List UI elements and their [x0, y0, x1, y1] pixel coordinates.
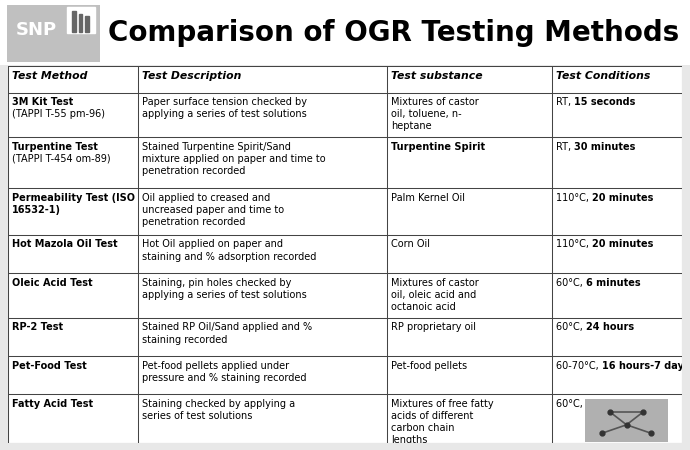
- Text: 110°C,: 110°C,: [555, 193, 592, 202]
- Text: 16532-1): 16532-1): [12, 205, 61, 215]
- Bar: [85, 16, 89, 32]
- Text: acids of different: acids of different: [391, 411, 473, 421]
- Text: lengths: lengths: [391, 435, 427, 446]
- Text: Oil applied to creased and: Oil applied to creased and: [141, 193, 270, 202]
- Text: oil, oleic acid and: oil, oleic acid and: [391, 290, 476, 300]
- Text: staining recorded: staining recorded: [141, 334, 227, 345]
- Text: Test Conditions: Test Conditions: [555, 71, 650, 81]
- Text: RT,: RT,: [555, 97, 574, 107]
- Text: series of test solutions: series of test solutions: [141, 411, 252, 421]
- Text: Permeability Test (ISO: Permeability Test (ISO: [12, 193, 135, 202]
- Text: applying a series of test solutions: applying a series of test solutions: [141, 290, 306, 300]
- Text: 15 seconds: 15 seconds: [574, 97, 635, 107]
- Text: heptane: heptane: [391, 122, 431, 131]
- Text: Test Description: Test Description: [141, 71, 241, 81]
- Text: Comparison of OGR Testing Methods: Comparison of OGR Testing Methods: [108, 19, 679, 47]
- Text: 60-70°C,: 60-70°C,: [555, 360, 602, 371]
- Text: Turpentine Test: Turpentine Test: [12, 142, 98, 152]
- Text: RT,: RT,: [555, 142, 574, 152]
- Bar: [79, 14, 82, 32]
- Bar: [72, 11, 76, 32]
- Text: 110°C,: 110°C,: [555, 239, 592, 249]
- Text: Pet-food pellets: Pet-food pellets: [391, 360, 467, 371]
- Text: 30 minutes: 30 minutes: [574, 142, 635, 152]
- Text: Test substance: Test substance: [391, 71, 482, 81]
- Text: Stained RP Oil/Sand applied and %: Stained RP Oil/Sand applied and %: [141, 322, 312, 333]
- Text: Hot Mazola Oil Test: Hot Mazola Oil Test: [12, 239, 118, 249]
- Text: 3M Kit Test: 3M Kit Test: [12, 97, 74, 107]
- Text: RP-2 Test: RP-2 Test: [12, 322, 63, 333]
- Text: oil, toluene, n-: oil, toluene, n-: [391, 109, 462, 119]
- Text: (TAPPI T-55 pm-96): (TAPPI T-55 pm-96): [12, 109, 106, 119]
- Text: Test Method: Test Method: [12, 71, 88, 81]
- Text: 20 minutes: 20 minutes: [592, 239, 653, 249]
- Text: Pet-Food Test: Pet-Food Test: [12, 360, 87, 371]
- Text: Hot Oil applied on paper and: Hot Oil applied on paper and: [141, 239, 283, 249]
- Text: Stained Turpentine Spirit/Sand: Stained Turpentine Spirit/Sand: [141, 142, 290, 152]
- Text: Pet-food pellets applied under: Pet-food pellets applied under: [141, 360, 288, 371]
- Text: uncreased paper and time to: uncreased paper and time to: [141, 205, 284, 215]
- Text: carbon chain: carbon chain: [391, 423, 454, 433]
- Text: Palm Kernel Oil: Palm Kernel Oil: [391, 193, 465, 202]
- Text: 60°C,: 60°C,: [555, 322, 586, 333]
- Text: 20 minutes: 20 minutes: [592, 193, 653, 202]
- Text: pressure and % staining recorded: pressure and % staining recorded: [141, 373, 306, 383]
- Text: SNP: SNP: [17, 22, 57, 40]
- Text: Fatty Acid Test: Fatty Acid Test: [12, 399, 93, 409]
- Text: 24 hours: 24 hours: [586, 322, 634, 333]
- Text: mixture applied on paper and time to: mixture applied on paper and time to: [141, 154, 325, 164]
- Text: 10 minutes: 10 minutes: [586, 399, 647, 409]
- Text: applying a series of test solutions: applying a series of test solutions: [141, 109, 306, 119]
- Text: Mixtures of free fatty: Mixtures of free fatty: [391, 399, 493, 409]
- Text: octanoic acid: octanoic acid: [391, 302, 455, 312]
- Bar: [68, 7, 95, 33]
- Text: Corn Oil: Corn Oil: [391, 239, 430, 249]
- Text: Staining checked by applying a: Staining checked by applying a: [141, 399, 295, 409]
- Text: Oleic Acid Test: Oleic Acid Test: [12, 278, 93, 288]
- Text: 6 minutes: 6 minutes: [586, 278, 640, 288]
- Text: penetration recorded: penetration recorded: [141, 166, 245, 176]
- Text: penetration recorded: penetration recorded: [141, 217, 245, 227]
- Text: 60°C,: 60°C,: [555, 399, 586, 409]
- Text: 60°C,: 60°C,: [555, 278, 586, 288]
- Text: Mixtures of castor: Mixtures of castor: [391, 97, 479, 107]
- Text: Staining, pin holes checked by: Staining, pin holes checked by: [141, 278, 291, 288]
- Text: staining and % adsorption recorded: staining and % adsorption recorded: [141, 252, 316, 261]
- Text: Mixtures of castor: Mixtures of castor: [391, 278, 479, 288]
- Text: RP proprietary oil: RP proprietary oil: [391, 322, 476, 333]
- Text: (TAPPI T-454 om-89): (TAPPI T-454 om-89): [12, 154, 111, 164]
- Text: Turpentine Spirit: Turpentine Spirit: [391, 142, 485, 152]
- Text: 16 hours-7 days: 16 hours-7 days: [602, 360, 689, 371]
- Text: Paper surface tension checked by: Paper surface tension checked by: [141, 97, 306, 107]
